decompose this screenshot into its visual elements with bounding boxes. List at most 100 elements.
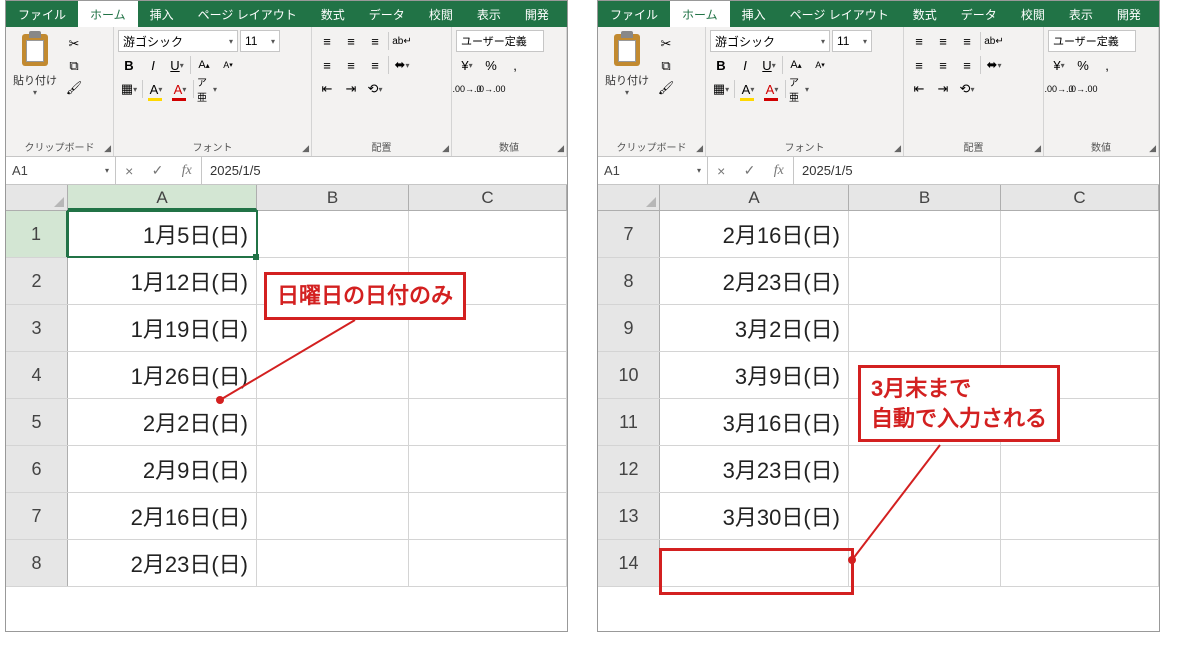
row-header[interactable]: 5 <box>6 399 68 445</box>
row-header[interactable]: 7 <box>598 211 660 257</box>
font-size-select[interactable]: 11▾ <box>240 30 280 52</box>
phonetic-button[interactable]: ア亜▾ <box>788 78 810 100</box>
select-all-corner[interactable] <box>6 185 68 210</box>
cell[interactable] <box>409 211 567 257</box>
indent-decrease-button[interactable]: ⇤ <box>316 78 338 100</box>
tab-review[interactable]: 校閲 <box>417 1 465 27</box>
align-right-button[interactable]: ≡ <box>956 54 978 76</box>
tab-formula[interactable]: 数式 <box>901 1 949 27</box>
cell[interactable]: 1月12日(日) <box>68 258 257 304</box>
col-header-B[interactable]: B <box>257 185 409 210</box>
align-bottom-button[interactable]: ≡ <box>364 30 386 52</box>
align-top-button[interactable]: ≡ <box>908 30 930 52</box>
tab-view[interactable]: 表示 <box>465 1 513 27</box>
merge-cells-button[interactable]: ⬌▾ <box>983 54 1005 76</box>
cell[interactable] <box>1001 211 1159 257</box>
cell[interactable]: 2月16日(日) <box>660 211 849 257</box>
enter-formula-button[interactable]: ✓ <box>152 162 164 179</box>
wrap-text-button[interactable]: ab↵ <box>391 30 413 52</box>
indent-decrease-button[interactable]: ⇤ <box>908 78 930 100</box>
name-box[interactable]: A1▾ <box>6 157 116 184</box>
number-format-select[interactable]: ユーザー定義 <box>456 30 544 52</box>
font-size-select[interactable]: 11▾ <box>832 30 872 52</box>
copy-button[interactable]: ⧉ <box>63 56 85 76</box>
underline-button[interactable]: U▾ <box>166 54 188 76</box>
font-expand[interactable]: ◢ <box>302 143 309 154</box>
cell[interactable] <box>257 493 409 539</box>
italic-button[interactable]: I <box>734 54 756 76</box>
cell[interactable]: 1月26日(日) <box>68 352 257 398</box>
underline-button[interactable]: U▾ <box>758 54 780 76</box>
orientation-button[interactable]: ⟲▾ <box>364 78 386 100</box>
clipboard-expand[interactable]: ◢ <box>696 143 703 154</box>
number-expand[interactable]: ◢ <box>557 143 564 154</box>
alignment-expand[interactable]: ◢ <box>1034 143 1041 154</box>
tab-data[interactable]: データ <box>949 1 1009 27</box>
cell[interactable] <box>409 540 567 586</box>
increase-decimal-button[interactable]: .00→.0 <box>456 78 478 100</box>
fx-button[interactable]: fx <box>182 163 192 179</box>
cell[interactable] <box>409 446 567 492</box>
cell[interactable] <box>849 258 1001 304</box>
align-middle-button[interactable]: ≡ <box>340 30 362 52</box>
enter-formula-button[interactable]: ✓ <box>744 162 756 179</box>
format-painter-button[interactable]: 🖌 <box>655 78 677 98</box>
bold-button[interactable]: B <box>710 54 732 76</box>
cell[interactable] <box>257 211 409 257</box>
paste-button[interactable]: 貼り付け ▾ <box>10 32 60 97</box>
name-box[interactable]: A1▾ <box>598 157 708 184</box>
shrink-font-button[interactable]: A▾ <box>809 54 831 76</box>
row-header[interactable]: 4 <box>6 352 68 398</box>
clipboard-expand[interactable]: ◢ <box>104 143 111 154</box>
wrap-text-button[interactable]: ab↵ <box>983 30 1005 52</box>
cell[interactable]: 3月16日(日) <box>660 399 849 445</box>
cell[interactable]: 1月19日(日) <box>68 305 257 351</box>
cell[interactable]: 2月2日(日) <box>68 399 257 445</box>
orientation-button[interactable]: ⟲▾ <box>956 78 978 100</box>
cell[interactable] <box>257 446 409 492</box>
align-center-button[interactable]: ≡ <box>932 54 954 76</box>
cell[interactable] <box>409 399 567 445</box>
cancel-formula-button[interactable]: × <box>717 163 725 179</box>
col-header-A[interactable]: A <box>68 185 257 210</box>
row-header[interactable]: 6 <box>6 446 68 492</box>
font-name-select[interactable]: 游ゴシック▾ <box>118 30 238 52</box>
cell[interactable]: 3月9日(日) <box>660 352 849 398</box>
tab-home[interactable]: ホーム <box>78 1 138 27</box>
cell[interactable] <box>409 493 567 539</box>
comma-button[interactable]: , <box>1096 54 1118 76</box>
row-header[interactable]: 10 <box>598 352 660 398</box>
select-all-corner[interactable] <box>598 185 660 210</box>
grow-font-button[interactable]: A▴ <box>193 54 215 76</box>
cell[interactable]: 3月30日(日) <box>660 493 849 539</box>
cut-button[interactable]: ✂ <box>63 34 85 54</box>
cancel-formula-button[interactable]: × <box>125 163 133 179</box>
col-header-B[interactable]: B <box>849 185 1001 210</box>
phonetic-button[interactable]: ア亜▾ <box>196 78 218 100</box>
tab-dev[interactable]: 開発 <box>1105 1 1153 27</box>
cell[interactable]: 3月23日(日) <box>660 446 849 492</box>
col-header-C[interactable]: C <box>1001 185 1159 210</box>
cell[interactable] <box>849 493 1001 539</box>
tab-file[interactable]: ファイル <box>6 1 78 27</box>
row-header[interactable]: 3 <box>6 305 68 351</box>
grow-font-button[interactable]: A▴ <box>785 54 807 76</box>
align-right-button[interactable]: ≡ <box>364 54 386 76</box>
number-format-select[interactable]: ユーザー定義 <box>1048 30 1136 52</box>
tab-layout[interactable]: ページ レイアウト <box>186 1 309 27</box>
align-bottom-button[interactable]: ≡ <box>956 30 978 52</box>
decrease-decimal-button[interactable]: .0→.00 <box>1072 78 1094 100</box>
currency-button[interactable]: ¥▾ <box>1048 54 1070 76</box>
cut-button[interactable]: ✂ <box>655 34 677 54</box>
cell[interactable] <box>849 305 1001 351</box>
cell[interactable] <box>1001 446 1159 492</box>
format-painter-button[interactable]: 🖌 <box>63 78 85 98</box>
fx-button[interactable]: fx <box>774 163 784 179</box>
row-header[interactable]: 8 <box>598 258 660 304</box>
fill-color-button[interactable]: A▾ <box>737 78 759 100</box>
align-middle-button[interactable]: ≡ <box>932 30 954 52</box>
font-color-button[interactable]: A▾ <box>169 78 191 100</box>
tab-insert[interactable]: 挿入 <box>138 1 186 27</box>
row-header[interactable]: 1 <box>6 211 68 257</box>
align-center-button[interactable]: ≡ <box>340 54 362 76</box>
